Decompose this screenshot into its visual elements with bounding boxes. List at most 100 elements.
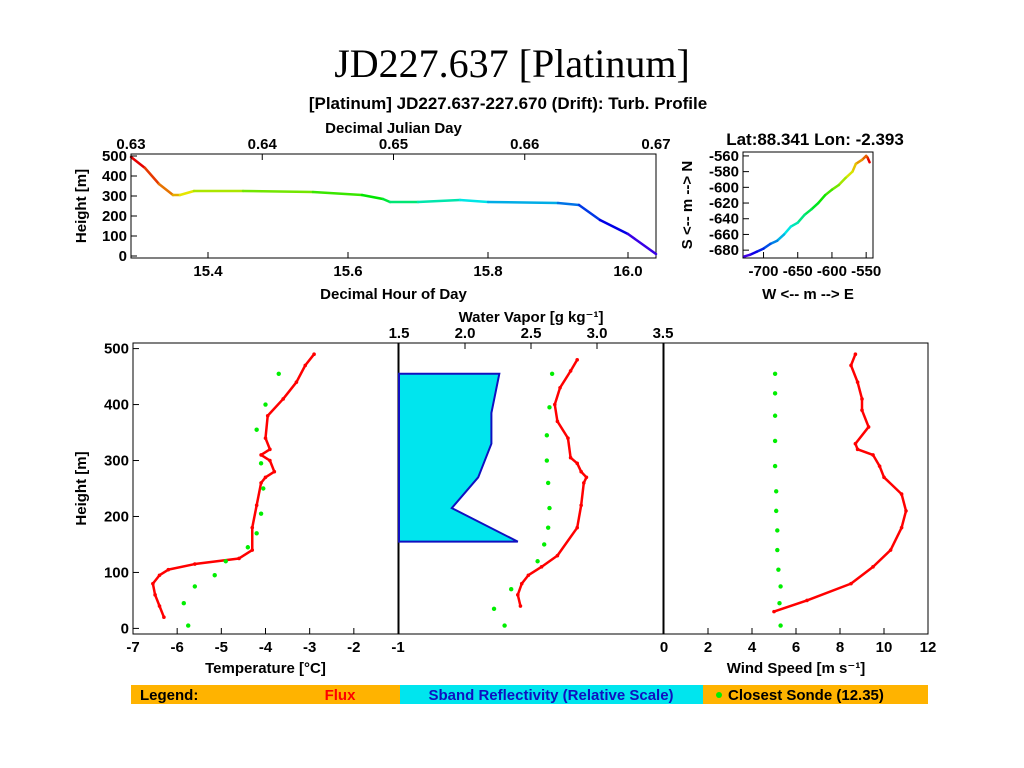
track-bottom-tick-label: -650	[783, 263, 813, 280]
legend-flux-label: Flux	[325, 687, 356, 704]
wind_speed-sonde-point	[775, 528, 780, 533]
wind_speed-sonde-point	[774, 489, 779, 494]
wind_speed-flux-point	[871, 453, 875, 457]
track-series-segment	[789, 221, 799, 228]
temperature-flux-point	[157, 604, 162, 608]
wind_speed-bottom-tick-label: 2	[704, 639, 712, 656]
height_time-series-segment	[577, 203, 602, 222]
water_vapor-sonde-point	[545, 525, 551, 530]
wind_speed-sonde-point	[772, 438, 778, 444]
temperature-sonde-point	[254, 531, 259, 536]
wind_speed-sonde-point	[772, 413, 778, 418]
track-series-segment	[762, 242, 772, 250]
temperature-flux-segment	[194, 557, 240, 566]
height_time-x-top-axis-label: Decimal Julian Day	[325, 120, 462, 137]
water_vapor-sonde-point	[502, 623, 507, 628]
temperature-flux-point	[250, 525, 255, 530]
water_vapor-sonde-point	[544, 458, 550, 463]
water_vapor-sonde-point	[509, 587, 514, 592]
height_time-series-segment	[626, 232, 658, 256]
wind_speed-frame	[663, 342, 929, 635]
temperature-y-tick-label: 200	[104, 508, 129, 525]
water_vapor-flux-point	[575, 525, 579, 530]
wind_speed-flux-segment	[883, 476, 903, 496]
slide-title: JD227.637 [Platinum]	[334, 41, 690, 86]
wind_speed-sonde-point	[778, 584, 783, 589]
temperature-flux-point	[268, 458, 272, 463]
height_time-series-segment	[556, 201, 581, 207]
height_time-top-tick-label: 0.65	[379, 136, 408, 153]
temperature-flux-point	[265, 413, 270, 418]
temperature-flux-segment	[151, 583, 157, 596]
temperature-bottom-tick-label: -4	[259, 639, 273, 656]
track-y-tick-label: -620	[709, 195, 739, 212]
wind_speed-flux-point	[860, 408, 864, 412]
water_vapor-top-tick-label: 1.5	[389, 325, 410, 342]
wind_speed-flux-point	[860, 397, 864, 401]
wind_speed-sonde-point	[772, 371, 778, 376]
wind_speed-sonde-point	[772, 463, 778, 469]
temperature-flux-point	[272, 469, 277, 474]
temperature-sonde-point	[212, 573, 217, 578]
temperature-flux-point	[157, 573, 162, 578]
temperature-flux-segment	[238, 549, 253, 560]
water_vapor-flux-point	[568, 369, 573, 373]
water_vapor-sonde-point	[547, 505, 552, 511]
height_time-y-tick-label: 300	[102, 188, 127, 205]
temperature-flux-segment	[282, 381, 298, 400]
water_vapor-flux-segment	[579, 482, 586, 506]
water_vapor-flux-segment	[553, 404, 559, 422]
height_time-series-segment	[360, 193, 385, 201]
water_vapor-flux-point	[519, 581, 524, 586]
wind_speed-flux-point	[849, 581, 853, 586]
temperature-sonde-point	[181, 601, 186, 606]
temperature-flux-point	[254, 503, 259, 508]
water_vapor-sonde-point	[491, 606, 497, 612]
temperature-flux-segment	[153, 594, 161, 607]
water_vapor-flux-segment	[516, 594, 522, 607]
temperature-sonde-point	[258, 511, 264, 516]
track-series-segment	[803, 208, 813, 217]
temperature-flux-point	[151, 581, 155, 586]
track-series-segment	[844, 170, 854, 180]
height_time-y-tick-label: 200	[102, 208, 127, 225]
water_vapor-sonde-point	[535, 559, 540, 564]
temperature-y-tick-label: 400	[104, 397, 129, 414]
water_vapor-flux-segment	[556, 526, 579, 557]
temperature-sonde-point	[192, 584, 198, 589]
wind_speed-flux-segment	[806, 582, 852, 602]
wind_speed-flux-point	[772, 609, 776, 614]
wind_speed-flux-segment	[889, 527, 903, 551]
wind_speed-flux-segment	[871, 454, 881, 467]
wind_speed-flux-point	[853, 441, 858, 446]
height_time-top-tick-label: 0.63	[116, 136, 145, 153]
temperature-flux-segment	[266, 398, 285, 417]
height_time-bottom-tick-label: 15.6	[333, 263, 362, 280]
wind_speed-flux-segment	[878, 465, 886, 478]
water_vapor-flux-point	[555, 553, 560, 558]
legend-label: Legend:	[140, 687, 198, 704]
water_vapor-flux-segment	[527, 565, 543, 577]
temperature-flux-segment	[264, 415, 269, 439]
temperature-flux-segment	[268, 460, 276, 473]
track-y-tick-label: -600	[709, 179, 739, 196]
height_time-series-segment	[486, 200, 560, 205]
temperature-bottom-tick-label: -3	[303, 639, 316, 656]
wind_speed-bottom-tick-label: 10	[876, 639, 893, 656]
temperature-y-tick-label: 500	[104, 341, 129, 358]
wind_speed-flux-point	[899, 525, 904, 530]
track-x-axis-label: W <-- m --> E	[762, 286, 854, 303]
temperature-flux-point	[237, 556, 241, 561]
temperature-x-axis-label: Temperature [°C]	[205, 660, 326, 677]
height_time-series-segment	[241, 189, 315, 194]
height_time-y-tick-label: 100	[102, 228, 127, 245]
temperature-flux-point	[250, 548, 255, 552]
water_vapor-flux-point	[579, 503, 583, 508]
wind_speed-flux-point	[805, 598, 809, 603]
height_time-series-segment	[129, 155, 147, 170]
temperature-y-tick-label: 100	[104, 564, 129, 581]
legend-bar: Legend: Flux Sband Reflectivity (Relative …	[131, 685, 928, 704]
water_vapor-flux-segment	[540, 554, 559, 568]
water_vapor-top-tick-label: 2.0	[455, 325, 476, 342]
wind_speed-sonde-point	[775, 547, 780, 553]
